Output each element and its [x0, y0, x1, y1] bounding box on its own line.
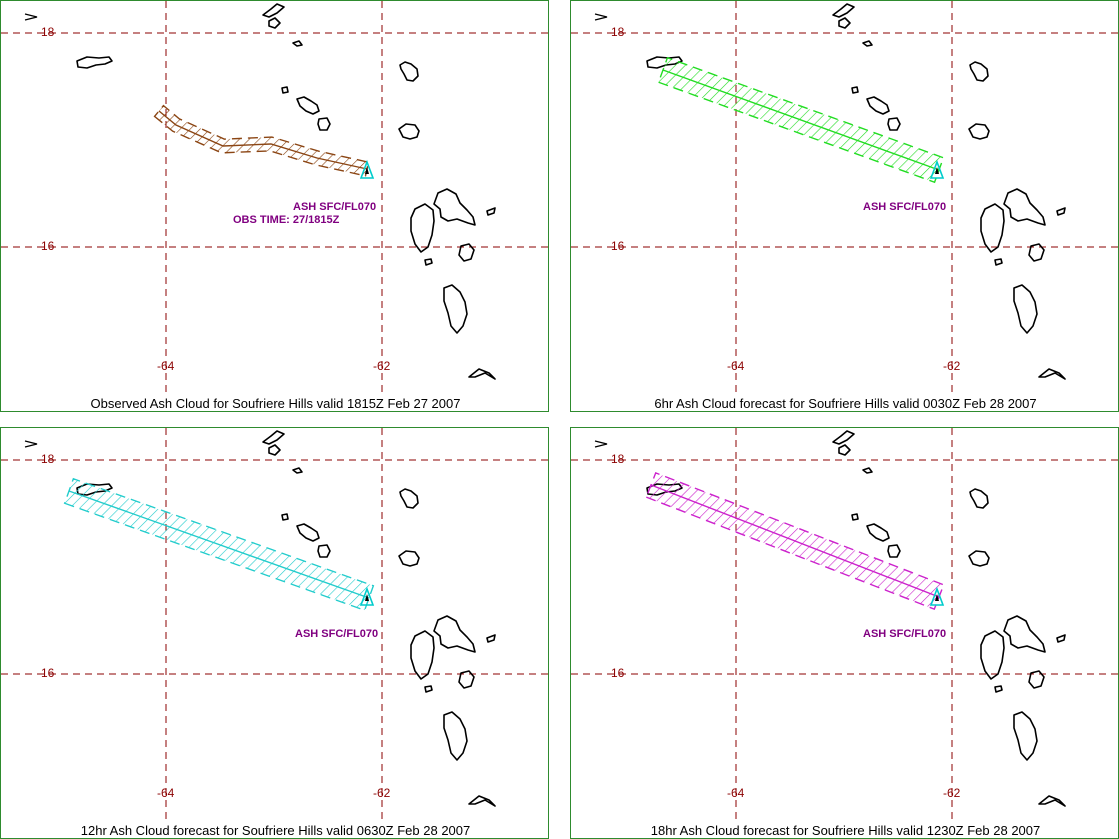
panel-caption: 18hr Ash Cloud forecast for Soufriere Hi… — [650, 823, 1041, 838]
ash-cloud-18hr — [645, 471, 945, 611]
lat-label-16: 16 — [41, 239, 55, 253]
lon-label-62: -62 — [373, 786, 391, 800]
graticule — [571, 1, 1118, 396]
ash-altitude-label: ASH SFC/FL070 — [295, 628, 379, 640]
island-outlines — [646, 430, 1066, 807]
lon-label-62: -62 — [943, 786, 961, 800]
map-observed — [1, 1, 548, 396]
ash-cloud-observed — [153, 104, 370, 177]
island-outlines — [76, 430, 496, 807]
panel-12hr-forecast: 18 16 -64 -62 ASH SFC/FL070 12hr Ash Clo… — [0, 427, 549, 839]
lon-label-64: -64 — [157, 359, 175, 373]
panel-18hr-forecast: 18 16 -64 -62 ASH SFC/FL070 18hr Ash Clo… — [570, 427, 1119, 839]
lat-label-18: 18 — [41, 452, 55, 466]
lon-label-64: -64 — [727, 786, 745, 800]
lat-label-18: 18 — [611, 25, 625, 39]
graticule — [1, 1, 548, 396]
volcano-icon — [359, 586, 375, 606]
panel-caption: 6hr Ash Cloud forecast for Soufriere Hil… — [654, 396, 1037, 411]
lon-label-64: -64 — [157, 786, 175, 800]
volcano-icon — [929, 159, 945, 179]
ash-altitude-label: ASH SFC/FL070 — [863, 628, 947, 640]
volcano-icon — [929, 586, 945, 606]
ash-altitude-label: ASH SFC/FL070 — [293, 201, 377, 213]
map-12hr — [1, 428, 548, 823]
ash-cloud-6hr — [657, 56, 945, 184]
graticule — [1, 428, 548, 823]
lat-label-18: 18 — [611, 452, 625, 466]
lon-label-62: -62 — [943, 359, 961, 373]
map-18hr — [571, 428, 1118, 823]
lat-label-16: 16 — [611, 666, 625, 680]
lon-label-62: -62 — [373, 359, 391, 373]
panel-caption: 12hr Ash Cloud forecast for Soufriere Hi… — [80, 823, 471, 838]
graticule — [571, 428, 1118, 823]
island-outlines — [76, 3, 496, 380]
ash-cloud-12hr — [63, 477, 375, 612]
volcano-icon — [359, 159, 375, 179]
map-6hr — [571, 1, 1118, 396]
panel-caption: Observed Ash Cloud for Soufriere Hills v… — [90, 396, 461, 411]
panel-6hr-forecast: 18 16 -64 -62 ASH SFC/FL070 6hr Ash Clou… — [570, 0, 1119, 412]
lon-label-64: -64 — [727, 359, 745, 373]
obs-time-label: OBS TIME: 27/1815Z — [233, 214, 340, 226]
lat-label-18: 18 — [41, 25, 55, 39]
ash-altitude-label: ASH SFC/FL070 — [863, 201, 947, 213]
lat-label-16: 16 — [41, 666, 55, 680]
panel-observed: 18 16 -64 -62 ASH SFC/FL070 OBS TIME: 27… — [0, 0, 549, 412]
island-outlines — [646, 3, 1066, 380]
lat-label-16: 16 — [611, 239, 625, 253]
